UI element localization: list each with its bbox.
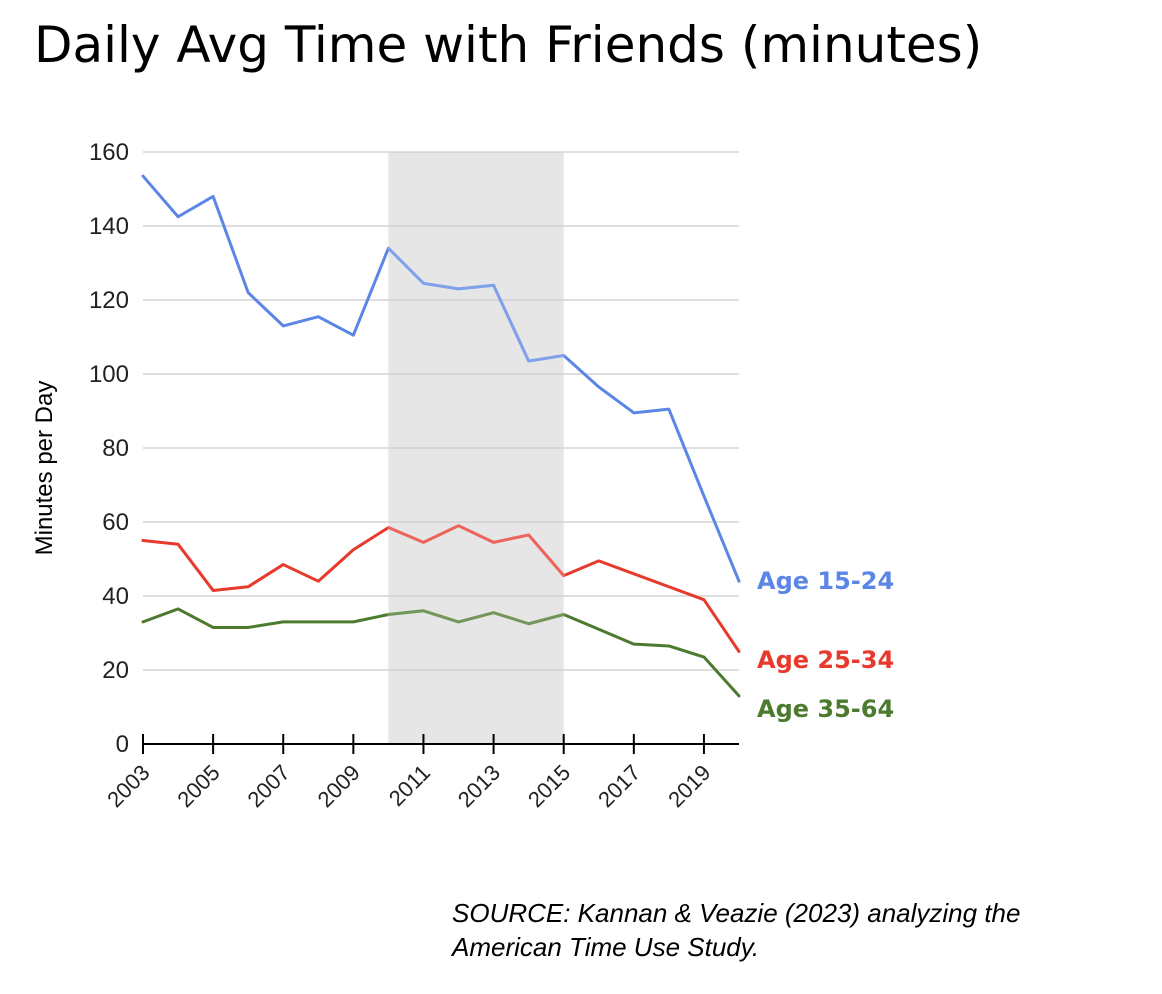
source-line-2: American Time Use Study. [452, 932, 760, 962]
series-line-1 [141, 174, 741, 583]
source-line-1: SOURCE: Kannan & Veazie (2023) analyzing… [452, 898, 1021, 928]
series-labels: Age 15-24 Age 25-34 Age 35-64 [757, 567, 894, 723]
series-highlight-overlay-1 [386, 246, 566, 363]
y-tick-label: 40 [102, 583, 129, 610]
x-tick-label: 2003 [102, 760, 154, 812]
series-highlight-overlay-3 [386, 609, 566, 626]
y-tick-label: 0 [116, 731, 129, 758]
x-tick-label: 2017 [593, 760, 645, 812]
y-axis-label: Minutes per Day [31, 381, 58, 556]
y-tick-label: 60 [102, 509, 129, 536]
series-lines [141, 174, 741, 698]
y-tick-label: 100 [89, 361, 129, 388]
y-tick-label: 20 [102, 657, 129, 684]
series-label-1: Age 15-24 [757, 567, 894, 595]
x-tick-label: 2019 [663, 760, 715, 812]
series-label-2: Age 25-34 [757, 646, 894, 674]
x-tick-label: 2007 [242, 760, 294, 812]
series-highlight-overlay-2 [386, 524, 566, 578]
series-line-2 [141, 524, 741, 653]
x-tick-label: 2015 [523, 760, 575, 812]
series-line-3 [141, 607, 741, 698]
x-tick-label: 2009 [313, 760, 365, 812]
y-tick-label: 140 [89, 213, 129, 240]
source-note: SOURCE: Kannan & Veazie (2023) analyzing… [452, 896, 1142, 964]
page-title: Daily Avg Time with Friends (minutes) [34, 16, 983, 74]
x-tick-label: 2013 [453, 760, 505, 812]
y-tick-label: 120 [89, 287, 129, 314]
y-tick-label: 160 [89, 139, 129, 166]
y-tick-label: 80 [102, 435, 129, 462]
x-tick-label: 2011 [384, 760, 435, 811]
gridlines [143, 151, 739, 671]
series-label-3: Age 35-64 [757, 695, 894, 723]
x-tick-label: 2005 [172, 760, 224, 812]
